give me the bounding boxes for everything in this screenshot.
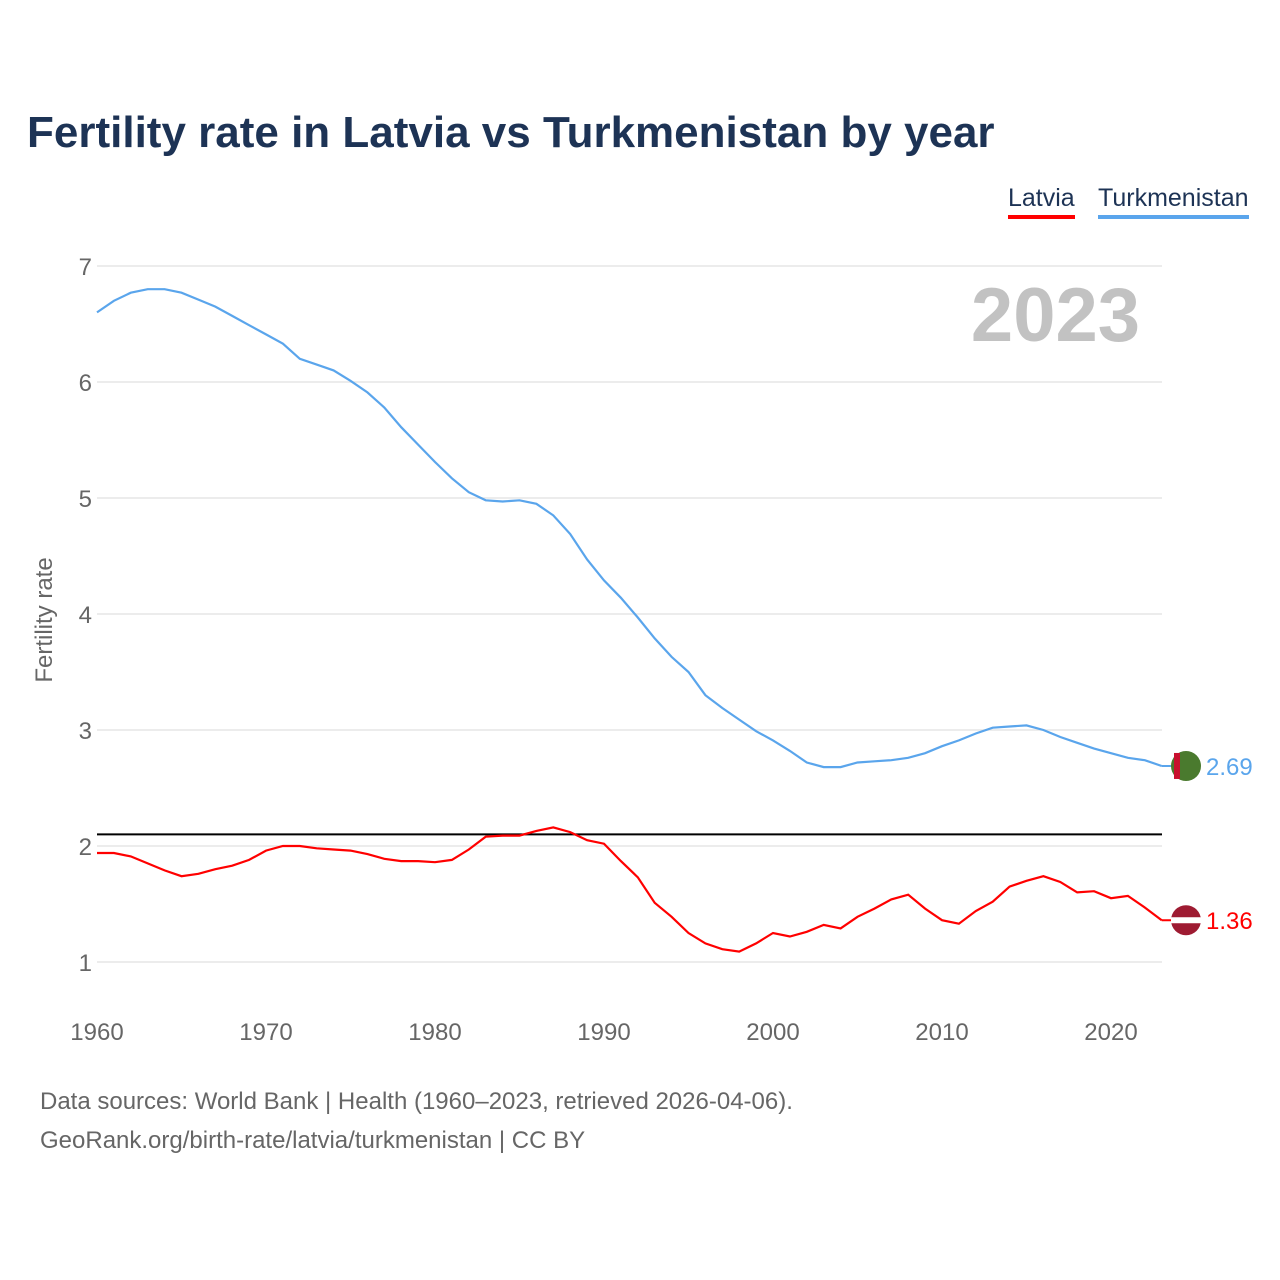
- y-tick-label: 4: [79, 602, 92, 629]
- series-line-latvia: [97, 826, 1163, 953]
- source-text: Data sources: World Bank | Health (1960–…: [40, 1088, 793, 1115]
- y-tick-label: 2: [79, 834, 92, 861]
- x-tick-label: 1990: [577, 1019, 630, 1046]
- end-value-label: 2.69: [1206, 754, 1253, 781]
- y-tick-label: 1: [79, 950, 92, 977]
- y-tick-label: 3: [79, 718, 92, 745]
- end-value-label: 1.36: [1206, 908, 1253, 935]
- legend-latvia[interactable]: Latvia: [1008, 184, 1075, 219]
- chart-title: Fertility rate in Latvia vs Turkmenistan…: [27, 108, 995, 157]
- y-tick-label: 7: [79, 254, 92, 281]
- series-line-turkmenistan: [96, 288, 1163, 769]
- y-axis-label: Fertility rate: [31, 557, 58, 682]
- turkmenistan-flag-band: [1174, 752, 1180, 779]
- source-url: GeoRank.org/birth-rate/latvia/turkmenist…: [40, 1127, 586, 1154]
- latvia-flag-stripe: [1171, 917, 1201, 924]
- legend-turkmenistan[interactable]: Turkmenistan: [1098, 184, 1249, 219]
- x-tick-label: 1970: [239, 1019, 292, 1046]
- x-tick-label: 2020: [1084, 1019, 1137, 1046]
- x-tick-label: 2000: [746, 1019, 799, 1046]
- y-tick-label: 5: [79, 486, 92, 513]
- x-tick-label: 2010: [915, 1019, 968, 1046]
- y-tick-label: 6: [79, 370, 92, 397]
- x-tick-label: 1960: [70, 1019, 123, 1046]
- x-tick-label: 1980: [408, 1019, 461, 1046]
- year-watermark: 2023: [971, 273, 1140, 358]
